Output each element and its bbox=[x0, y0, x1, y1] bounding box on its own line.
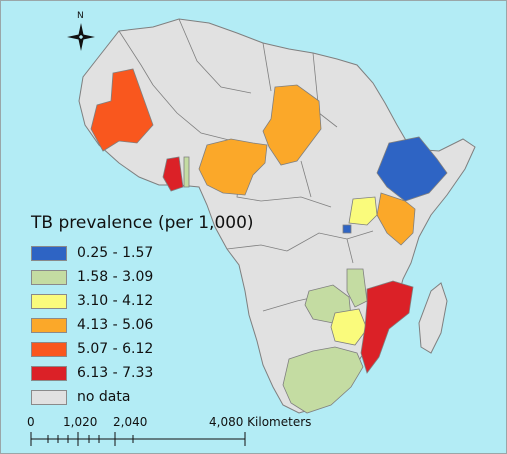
compass-rose-icon bbox=[67, 23, 95, 51]
country-ethiopia bbox=[376, 136, 448, 202]
legend-item: 0.25 - 1.57 bbox=[31, 241, 153, 265]
legend-swatch bbox=[31, 341, 67, 357]
legend-label: no data bbox=[77, 389, 131, 405]
legend-swatch bbox=[31, 365, 67, 381]
country-rwanda bbox=[342, 224, 352, 234]
country-togo bbox=[183, 156, 190, 188]
north-arrow: N bbox=[63, 11, 99, 59]
scale-tick-label-4080: 4,080 Kilometers bbox=[209, 415, 312, 429]
legend-item: 4.13 - 5.06 bbox=[31, 313, 153, 337]
country-zimbabwe bbox=[330, 308, 368, 346]
scale-bar-line bbox=[30, 432, 246, 446]
north-label: N bbox=[77, 11, 84, 21]
madagascar-shape bbox=[418, 282, 448, 354]
country-mozambique bbox=[360, 280, 414, 374]
legend-label: 0.25 - 1.57 bbox=[77, 245, 154, 261]
legend-item: 6.13 - 7.33 bbox=[31, 361, 153, 385]
scale-tick-label-0: 0 bbox=[27, 415, 35, 429]
legend-swatch bbox=[31, 293, 67, 309]
legend: 0.25 - 1.57 1.58 - 3.09 3.10 - 4.12 4.13 - … bbox=[31, 241, 153, 409]
legend-swatch bbox=[31, 317, 67, 333]
legend-item: 3.10 - 4.12 bbox=[31, 289, 153, 313]
legend-label: 6.13 - 7.33 bbox=[77, 365, 154, 381]
country-chad bbox=[262, 84, 322, 166]
country-malawi bbox=[346, 268, 368, 308]
country-nigeria bbox=[198, 138, 268, 196]
legend-swatch bbox=[31, 389, 67, 405]
legend-label: 3.10 - 4.12 bbox=[77, 293, 154, 309]
scale-tick-label-1020: 1,020 bbox=[63, 415, 98, 429]
legend-item: 5.07 - 6.12 bbox=[31, 337, 153, 361]
legend-title: TB prevalence (per 1,000) bbox=[31, 213, 254, 233]
country-kenya bbox=[376, 192, 416, 246]
legend-label: 5.07 - 6.12 bbox=[77, 341, 154, 357]
scale-tick-label-2040: 2,040 bbox=[113, 415, 148, 429]
country-mauritania bbox=[90, 68, 154, 152]
country-ghana bbox=[162, 156, 184, 192]
country-south-africa bbox=[282, 346, 364, 414]
legend-swatch bbox=[31, 245, 67, 261]
legend-label: 1.58 - 3.09 bbox=[77, 269, 154, 285]
country-uganda bbox=[348, 196, 378, 226]
legend-label: 4.13 - 5.06 bbox=[77, 317, 154, 333]
scale-bar: 0 1,020 2,040 4,080 Kilometers bbox=[21, 415, 311, 451]
legend-item: 1.58 - 3.09 bbox=[31, 265, 153, 289]
legend-swatch bbox=[31, 269, 67, 285]
legend-item: no data bbox=[31, 385, 153, 409]
